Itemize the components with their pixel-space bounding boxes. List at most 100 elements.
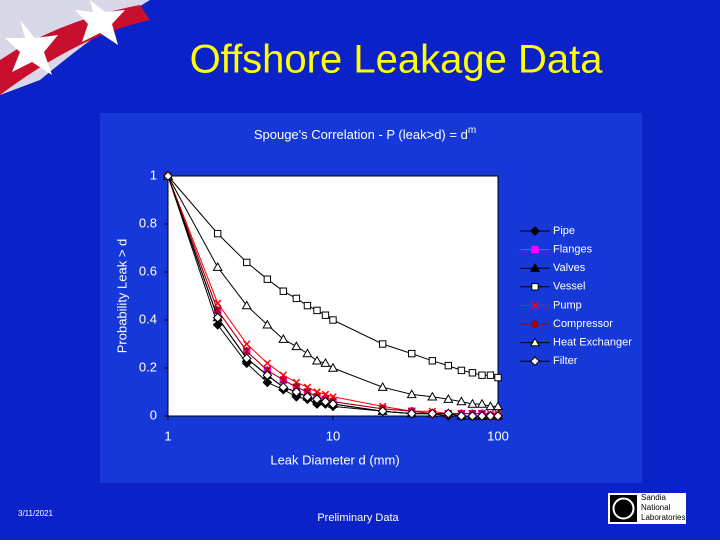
y-axis-label: Probability Leak > d [114,239,129,354]
x-tick-label: 10 [326,428,340,443]
slide-title: Offshore Leakage Data [190,38,604,82]
legend-marker [530,226,540,236]
legend-marker [529,262,541,272]
marker [428,357,437,365]
marker [213,229,222,238]
marker [456,411,467,421]
marker [163,171,173,181]
legend-marker [531,319,539,329]
marker [212,319,223,330]
legend-label: Compressor [553,318,613,330]
marker [262,370,273,381]
marker [329,316,337,324]
marker [408,349,416,358]
y-tick-label: 0.6 [139,263,157,278]
marker [328,399,338,409]
marker [443,408,454,419]
x-axis-label: Leak Diameter d (mm) [270,452,399,467]
marker [476,398,488,408]
marker [313,306,321,315]
marker [292,294,301,303]
marker [320,357,331,367]
marker [278,333,289,343]
marker [468,369,477,377]
marker [212,261,223,271]
marker [486,371,495,379]
marker [302,348,313,358]
legend-marker [531,283,539,291]
slide-footer: Preliminary Data [317,512,399,524]
legend-label: Valves [553,262,586,274]
marker [302,391,313,402]
marker [303,301,312,310]
logo-text: Laboratories [641,513,685,522]
legend-label: Vessel [553,281,585,293]
legend-marker [530,356,540,367]
marker [467,411,478,421]
marker [427,391,438,401]
legend-label: Filter [553,355,578,367]
marker [241,353,252,364]
marker [456,396,467,406]
marker [406,389,417,399]
legend-label: Pipe [553,225,575,237]
marker [311,355,323,365]
series: Filter [163,171,578,421]
chart-title-text: Spouge's Correlation - P (leak>d) = d [254,127,468,142]
marker [377,406,388,417]
marker [262,377,273,388]
legend-marker [531,245,539,254]
marker [212,312,223,323]
series: Vessel [164,172,585,382]
marker [242,340,251,348]
marker [443,393,454,403]
y-tick-label: 0.2 [139,359,157,374]
marker [327,362,339,372]
legend-label: Flanges [553,244,593,256]
marker [427,408,438,419]
y-tick-label: 1 [150,167,157,182]
marker [263,359,272,367]
marker [241,300,252,310]
marker [478,371,486,379]
marker [485,411,496,421]
marker [291,341,302,351]
marker [262,319,273,329]
series: Heat Exchanger [162,170,632,411]
marker [485,401,496,411]
chart-title: Spouge's Correlation - P (leak>d) = dm [254,125,476,143]
marker [493,411,503,421]
logo-text: National [641,503,671,512]
marker [279,287,288,295]
x-tick-label: 1 [164,428,171,443]
marker [263,275,272,283]
plot-area [167,175,499,417]
marker [278,382,289,393]
logo-text: Sandia [641,493,666,502]
y-tick-label: 0.4 [139,311,157,326]
legend-marker [531,301,539,310]
y-tick-label: 0.8 [139,215,157,230]
marker [291,387,302,397]
marker [457,366,466,375]
marker [406,408,417,419]
marker [467,398,478,408]
marker [492,401,504,411]
logo: Sandia National Laboratories [608,493,686,524]
legend-label: Heat Exchanger [553,337,632,349]
marker [494,373,502,382]
marker [321,311,330,319]
marker [320,396,331,407]
legend-label: Pump [553,299,582,311]
marker [378,340,387,348]
marker [377,381,388,391]
corner-decoration [0,0,150,95]
marker [444,361,453,370]
marker [243,258,251,267]
marker [477,411,487,421]
y-tick-label: 0 [150,407,157,422]
legend-marker [529,337,541,347]
chart-title-exponent: m [468,125,476,136]
